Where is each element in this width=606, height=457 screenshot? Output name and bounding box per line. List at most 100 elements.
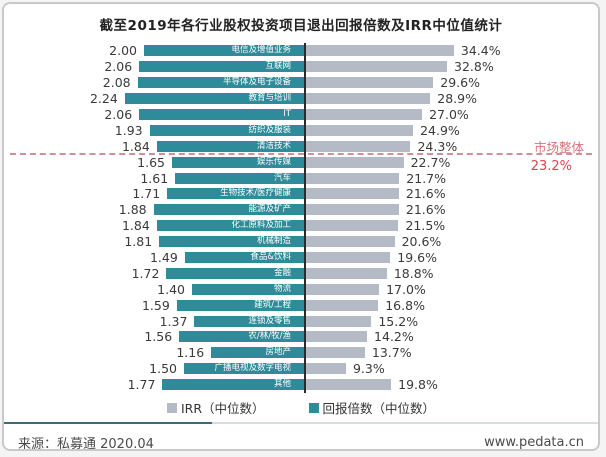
multiple-bar: 物流	[192, 283, 304, 295]
multiple-bar: 娱乐传媒	[172, 156, 304, 168]
irr-bar	[306, 267, 387, 279]
multiple-bar: 房地产	[211, 347, 304, 359]
irr-bar	[306, 379, 392, 391]
irr-bar	[306, 61, 448, 73]
row-right-half: 15.2%	[304, 313, 590, 330]
row-right-half: 14.2%	[304, 329, 590, 345]
row-right-half: 18.8%	[304, 265, 590, 282]
row-right-half: 13.7%	[304, 344, 590, 361]
multiple-value: 2.06	[104, 59, 133, 75]
bar-row: 1.72 金融 18.8%	[12, 265, 590, 282]
row-left-half: 1.40 物流	[12, 282, 304, 297]
bar-row: 2.08 半导体及电子设备 29.6%	[12, 74, 590, 91]
market-reference-value: 23.2%	[530, 159, 572, 175]
irr-bar	[306, 124, 414, 136]
bar-rows: 2.00 电信及增值业务 34.4% 2.06 互联网 32.8% 2.08 半…	[12, 43, 590, 393]
irr-bar	[306, 140, 411, 152]
irr-value: 21.6%	[405, 202, 446, 218]
multiple-bar: 建筑/工程	[176, 299, 304, 311]
industry-label: 连锁及零售	[248, 315, 291, 326]
industry-label: 汽车	[273, 172, 291, 183]
legend-item-multiple: 回报倍数（中位数）	[308, 398, 436, 417]
row-left-half: 2.06 IT	[12, 107, 304, 122]
irr-bar	[306, 156, 404, 168]
industry-label: 半导体及电子设备	[222, 77, 291, 88]
multiple-value: 1.16	[176, 345, 205, 361]
multiple-value: 1.40	[157, 281, 185, 297]
row-left-half: 1.93 纺织及服装	[12, 123, 304, 138]
bar-row: 2.06 互联网 32.8%	[12, 58, 590, 75]
industry-label: 广播电视及数字电视	[214, 363, 291, 374]
row-left-half: 2.24 教育与培训	[12, 91, 304, 106]
row-left-half: 1.16 房地产	[12, 345, 304, 360]
bar-row: 1.59 建筑/工程 16.8%	[12, 297, 590, 314]
row-left-half: 1.59 建筑/工程	[12, 298, 304, 313]
multiple-bar: 金融	[166, 267, 304, 279]
row-right-half: 21.6%	[304, 186, 590, 202]
irr-bar	[306, 93, 431, 105]
multiple-bar: 连锁及零售	[194, 315, 304, 327]
multiple-bar: 能源及矿产	[153, 204, 304, 216]
irr-value: 16.8%	[385, 297, 425, 313]
multiple-bar: 教育与培训	[124, 93, 304, 105]
multiple-value: 1.65	[137, 154, 165, 170]
irr-bar	[306, 109, 423, 120]
industry-label: 物流	[273, 283, 291, 294]
bar-row: 2.06 IT 27.0%	[12, 106, 590, 123]
bar-row: 2.24 教育与培训 28.9%	[12, 90, 590, 107]
irr-bar	[306, 331, 368, 343]
irr-bar	[306, 236, 395, 248]
irr-value: 13.7%	[371, 345, 412, 361]
industry-label: 其他	[273, 379, 291, 390]
bar-row: 1.81 机械制造 20.6%	[12, 233, 590, 250]
multiple-bar: 机械制造	[159, 236, 304, 248]
multiple-value: 1.77	[127, 377, 156, 393]
irr-bar	[306, 283, 380, 295]
irr-value: 18.8%	[393, 265, 434, 281]
row-left-half: 2.06 互联网	[12, 59, 304, 74]
market-reference-label: 市场整体	[533, 140, 584, 156]
legend-label-irr: IRR（中位数）	[180, 401, 265, 416]
irr-value: 28.9%	[437, 91, 477, 107]
legend-label-multiple: 回报倍数（中位数）	[322, 401, 436, 416]
irr-value: 17.0%	[386, 281, 426, 297]
row-left-half: 2.00 电信及增值业务	[12, 43, 304, 58]
bar-row: 1.37 连锁及零售 15.2%	[12, 313, 590, 330]
bar-row: 1.16 房地产 13.7%	[12, 344, 590, 361]
row-right-half: 17.0%	[304, 281, 590, 298]
bar-row: 1.84 清洁技术 24.3%	[12, 138, 590, 155]
irr-bar	[306, 204, 399, 216]
row-right-half: 29.6%	[304, 74, 590, 91]
row-right-half: 20.6%	[304, 233, 590, 250]
industry-label: 能源及矿产	[248, 204, 291, 215]
irr-bar	[306, 252, 391, 264]
bar-row: 1.50 广播电视及数字电视 9.3%	[12, 360, 590, 377]
industry-label: 娱乐传媒	[256, 156, 291, 167]
irr-value: 21.6%	[405, 186, 446, 202]
irr-value: 24.9%	[420, 122, 460, 138]
industry-label: 纺织及服装	[248, 124, 291, 135]
industry-label: 生物技术/医疗健康	[220, 188, 291, 199]
row-right-half: 21.5%	[304, 217, 590, 234]
industry-label: 金融	[273, 267, 291, 278]
row-left-half: 1.84 化工原料及加工	[12, 218, 304, 233]
multiple-value: 1.61	[140, 170, 169, 186]
irr-value: 21.7%	[406, 170, 447, 186]
multiple-bar: 生物技术/医疗健康	[167, 188, 304, 200]
source-text: 来源：私募通 2020.04	[18, 437, 154, 451]
irr-value: 29.6%	[440, 75, 480, 91]
irr-bar	[306, 45, 454, 57]
irr-value: 20.6%	[401, 234, 442, 250]
bar-row: 2.00 电信及增值业务 34.4%	[12, 43, 590, 59]
irr-bar	[306, 172, 400, 184]
irr-bar	[306, 347, 365, 359]
multiple-value: 1.81	[124, 234, 153, 250]
row-left-half: 1.37 连锁及零售	[12, 314, 304, 329]
multiple-bar: 纺织及服装	[149, 124, 304, 136]
bar-row: 1.84 化工原料及加工 21.5%	[12, 217, 590, 234]
row-right-half: 24.3%	[304, 138, 590, 155]
bar-row: 1.40 物流 17.0%	[12, 281, 590, 298]
divider-progress-segment	[4, 422, 212, 424]
bar-row: 1.77 其他 19.8%	[12, 376, 590, 393]
row-right-half: 28.9%	[304, 90, 590, 107]
